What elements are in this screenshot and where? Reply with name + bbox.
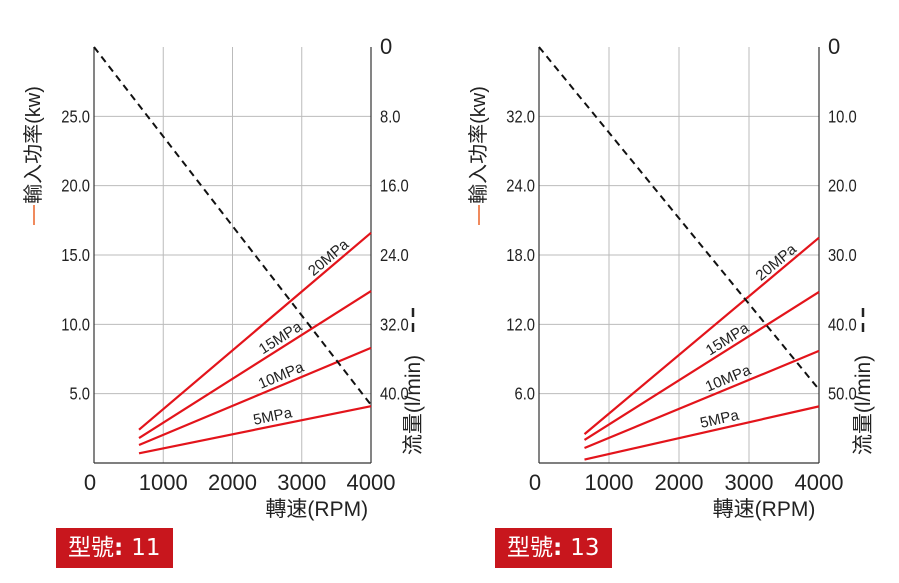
y-left-axis-label: 輸入功率(kw) <box>22 86 45 204</box>
x-tick-label: 1000 <box>585 470 634 495</box>
x-tick-label: 3000 <box>725 470 774 495</box>
x-tick-label: 3000 <box>277 470 326 495</box>
y-right-tick-label: 32.0 <box>380 315 409 335</box>
model-badge-11: 型號: 11 <box>56 528 173 568</box>
power-line-20mpa <box>138 231 372 431</box>
y-right-tick-label: 50.0 <box>828 384 857 404</box>
model-number: 11 <box>131 535 161 561</box>
series-label: 10MPa <box>256 358 307 392</box>
y-right-tick-label: 8.0 <box>380 107 400 127</box>
power-line-5mpa <box>138 405 372 455</box>
power-line-20mpa <box>583 236 820 435</box>
y-right-tick-label: 0 <box>380 34 392 59</box>
series-label: 20MPa <box>305 236 353 280</box>
y-right-tick-label: 10.0 <box>828 107 857 127</box>
power-line-15mpa <box>583 291 820 441</box>
y-left-axis-label: 輸入功率(kw) <box>467 86 490 204</box>
y-right-tick-label: 40.0 <box>828 315 857 335</box>
y-left-tick-label: 6.0 <box>515 384 535 404</box>
model-number: 13 <box>570 535 600 561</box>
chart-model-11: 0 1000 2000 3000 4000 5.0 10.0 15.0 20.0 25.0 0 8.0… <box>22 34 425 521</box>
y-left-tick-label: 18.0 <box>506 246 535 266</box>
x-tick-label: 1000 <box>139 470 188 495</box>
power-line-10mpa <box>584 349 820 449</box>
y-right-axis-label: 流量(l/min) <box>402 355 425 455</box>
flow-dashed-line <box>538 46 820 391</box>
y-right-tick-label: 40.0 <box>380 384 409 404</box>
power-line-15mpa <box>138 290 372 439</box>
y-left-tick-label: 24.0 <box>506 176 535 196</box>
model-label: 型號 <box>507 535 553 561</box>
y-left-tick-label: 12.0 <box>506 315 535 335</box>
y-right-tick-label: 24.0 <box>380 246 409 266</box>
power-line-5mpa <box>584 405 820 461</box>
y-right-tick-label: 30.0 <box>828 246 857 266</box>
series-label: 20MPa <box>753 240 801 284</box>
x-tick-label: 2000 <box>208 470 257 495</box>
y-right-tick-label: 20.0 <box>828 176 857 196</box>
chart-model-13: 0 1000 2000 3000 4000 6.0 12.0 18.0 24.0 32.0 0 10.… <box>467 34 875 521</box>
y-right-axis-label: 流量(l/min) <box>852 355 875 455</box>
x-tick-label: 0 <box>84 470 96 495</box>
x-tick-label: 0 <box>529 470 541 495</box>
flow-dashed-line <box>93 46 372 406</box>
y-left-tick-label: 32.0 <box>506 107 535 127</box>
x-axis-label: 轉速(RPM) <box>713 498 816 521</box>
model-label: 型號 <box>68 535 114 561</box>
x-tick-label: 2000 <box>655 470 704 495</box>
x-axis-label: 轉速(RPM) <box>265 498 368 521</box>
y-right-tick-label: 16.0 <box>380 176 409 196</box>
y-right-tick-label: 0 <box>828 34 840 59</box>
y-left-tick-label: 20.0 <box>61 176 90 196</box>
power-line-10mpa <box>138 346 372 446</box>
y-left-tick-label: 5.0 <box>70 384 90 404</box>
y-left-tick-label: 15.0 <box>61 246 90 266</box>
y-left-tick-label: 10.0 <box>61 315 90 335</box>
x-tick-label: 4000 <box>347 470 396 495</box>
series-label: 5MPa <box>252 404 294 429</box>
model-badge-13: 型號: 13 <box>495 528 612 568</box>
y-left-tick-label: 25.0 <box>61 107 90 127</box>
series-label: 10MPa <box>703 361 754 395</box>
x-tick-label: 4000 <box>795 470 844 495</box>
